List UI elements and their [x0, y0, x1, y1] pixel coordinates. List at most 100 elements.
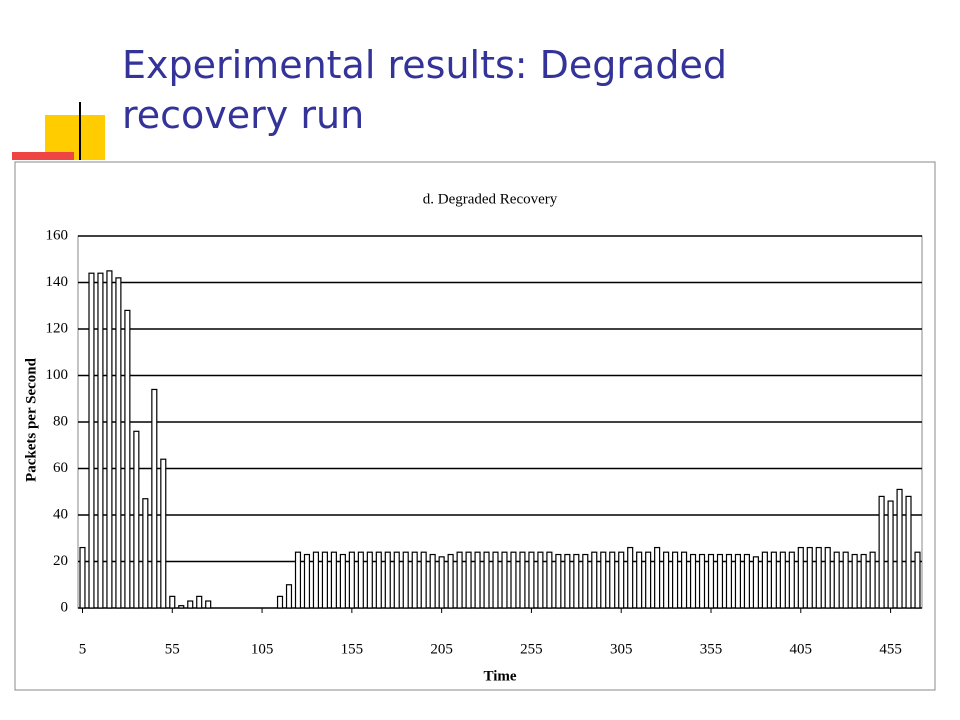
bar — [411, 551, 418, 609]
bar — [429, 553, 436, 609]
bar — [97, 272, 104, 609]
y-tick-label: 20 — [53, 553, 68, 569]
y-tick-label: 40 — [53, 506, 68, 522]
bar — [725, 553, 733, 609]
bar — [438, 556, 445, 609]
bar — [402, 551, 409, 609]
bar — [501, 551, 508, 609]
y-tick-label: 80 — [53, 413, 68, 429]
x-tick-label: 405 — [790, 641, 813, 657]
bar — [672, 551, 679, 609]
bar — [357, 551, 364, 609]
bar — [743, 553, 750, 609]
bar — [106, 270, 113, 609]
bar — [788, 551, 795, 609]
bar — [537, 551, 544, 609]
bar — [860, 553, 867, 609]
bar — [160, 458, 167, 609]
bar — [483, 551, 490, 609]
bar — [591, 551, 598, 609]
x-tick-label: 305 — [610, 641, 633, 657]
bar — [115, 277, 122, 609]
slide-title: Experimental results: Degraded recovery … — [122, 43, 727, 137]
bar — [636, 551, 643, 609]
bar — [797, 546, 804, 609]
x-tick-label: 355 — [700, 641, 723, 657]
bar — [420, 551, 427, 609]
y-tick-label: 100 — [46, 367, 69, 383]
bar — [824, 546, 831, 609]
bar — [492, 551, 499, 609]
bar — [752, 556, 759, 609]
bar — [905, 495, 912, 609]
bar — [151, 388, 158, 609]
deco-bar — [12, 152, 74, 160]
bar — [833, 551, 840, 609]
x-tick-label: 105 — [251, 641, 274, 657]
bar — [519, 551, 526, 609]
bar — [465, 551, 472, 609]
x-tick-label: 5 — [79, 641, 87, 657]
bar — [339, 553, 346, 609]
y-tick-label: 160 — [46, 227, 69, 243]
bar — [510, 551, 517, 609]
bar — [555, 553, 562, 609]
bar — [133, 430, 140, 609]
bar — [88, 272, 95, 609]
bar — [447, 553, 454, 609]
x-tick-label: 55 — [165, 641, 180, 657]
bar — [474, 551, 481, 609]
bar — [734, 553, 742, 609]
y-tick-label: 0 — [61, 599, 69, 615]
bar — [878, 495, 885, 609]
bar — [618, 551, 625, 609]
bar — [806, 546, 813, 609]
bar — [896, 488, 903, 609]
bar — [285, 584, 293, 609]
bar — [573, 553, 580, 609]
bar — [321, 551, 328, 609]
bar — [707, 553, 715, 609]
bar — [609, 551, 616, 609]
bar — [384, 551, 391, 609]
x-tick-label: 255 — [520, 641, 543, 657]
y-tick-label: 60 — [53, 460, 68, 476]
bar — [294, 551, 302, 609]
bar — [205, 600, 212, 609]
bar — [303, 553, 311, 609]
bar — [645, 551, 652, 609]
bar — [869, 551, 876, 609]
bar — [196, 595, 203, 609]
bar — [276, 595, 284, 609]
bar — [187, 600, 194, 609]
bar — [654, 546, 661, 609]
bar — [698, 553, 706, 609]
bar — [851, 553, 858, 609]
bar — [393, 551, 400, 609]
bar — [124, 309, 131, 609]
bar — [348, 551, 355, 609]
bar — [178, 605, 185, 609]
x-tick-label: 155 — [341, 641, 364, 657]
bar — [815, 546, 822, 609]
bar — [330, 551, 337, 609]
bar — [680, 551, 688, 609]
x-tick-label: 455 — [879, 641, 902, 657]
bar — [375, 551, 382, 609]
y-tick-label: 120 — [46, 320, 69, 336]
bar — [582, 553, 589, 609]
bar — [770, 551, 777, 609]
bar — [663, 551, 670, 609]
x-axis-label: Time — [483, 668, 516, 684]
bar — [914, 551, 921, 609]
bar — [366, 551, 373, 609]
bar — [842, 551, 849, 609]
bar — [689, 553, 697, 609]
bar — [312, 551, 320, 609]
bar — [546, 551, 553, 609]
bar — [142, 498, 149, 609]
bar — [456, 551, 463, 609]
bar — [779, 551, 786, 609]
